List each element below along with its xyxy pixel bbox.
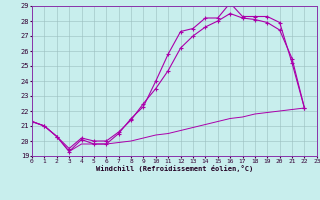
X-axis label: Windchill (Refroidissement éolien,°C): Windchill (Refroidissement éolien,°C) — [96, 165, 253, 172]
